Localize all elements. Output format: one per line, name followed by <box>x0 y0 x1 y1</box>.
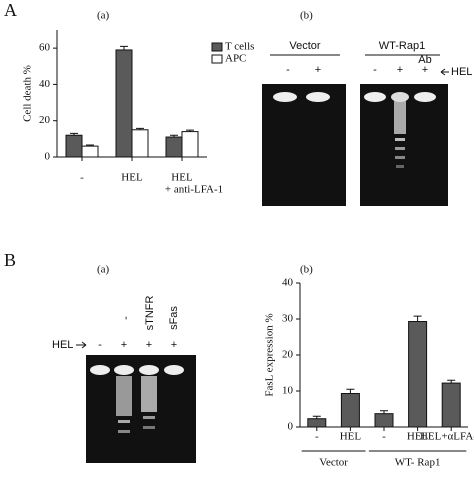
lane-sign: + <box>146 339 152 351</box>
y-tick-label: 40 <box>39 78 51 90</box>
lane-sign: + <box>397 64 403 76</box>
y-axis-label: Cell death % <box>22 65 34 122</box>
antibody-label: Ab <box>418 54 431 66</box>
y-tick-label: 60 <box>39 42 51 54</box>
y-tick-label: 20 <box>282 349 294 361</box>
lane-sign: - <box>98 339 102 351</box>
gel-sublabel: (a) <box>97 264 110 276</box>
bar <box>115 49 133 158</box>
y-tick-label: 20 <box>39 114 51 126</box>
group-label: WT- Rap1 <box>395 457 441 469</box>
bar <box>340 393 360 428</box>
marker-label: HEL <box>52 339 73 351</box>
lane-sign: - <box>286 64 290 76</box>
y-tick-label: 0 <box>288 421 294 433</box>
error-bar <box>380 410 388 414</box>
x-tick-label: - <box>382 431 386 443</box>
x-tick-label: - <box>315 431 319 443</box>
marker-label: HEL <box>451 66 472 78</box>
marker-arrow <box>440 68 449 76</box>
x-tick-label: HEL <box>340 431 362 443</box>
marker-arrow <box>76 341 87 349</box>
bar <box>81 145 99 158</box>
bar <box>374 413 394 428</box>
error-bar <box>312 415 321 419</box>
y-tick-label: 40 <box>282 277 294 289</box>
gel-group: Vector <box>289 40 321 52</box>
error-bar <box>70 132 78 136</box>
panel-label: B <box>4 250 16 270</box>
lane-sign: + <box>315 64 321 76</box>
bar <box>441 382 461 428</box>
x-tick-label: + anti-LFA-1 <box>165 184 223 196</box>
bar <box>181 131 199 158</box>
bar <box>65 134 83 158</box>
y-axis-label: FasL expression % <box>264 313 276 396</box>
gel-sublabel: (b) <box>300 10 313 22</box>
treatment-label: sFas <box>168 306 180 330</box>
gel-group: WT-Rap1 <box>379 40 425 52</box>
error-bar <box>86 144 94 147</box>
lane-sign: + <box>171 339 177 351</box>
bar <box>165 136 183 158</box>
legend-swatch <box>211 42 223 52</box>
error-bar <box>447 379 456 384</box>
gel-image <box>86 355 196 463</box>
panel-label: A <box>4 0 17 20</box>
bar <box>408 321 428 428</box>
y-tick-label: 30 <box>282 313 294 325</box>
treatment-label: sTNFR <box>144 296 156 331</box>
gel-image <box>262 84 448 206</box>
lane-sign: - <box>373 64 377 76</box>
error-bar <box>186 129 194 132</box>
y-tick-label: 0 <box>45 151 51 163</box>
x-tick-label: - <box>80 172 84 184</box>
x-tick-label: HEL <box>407 431 429 443</box>
lane-sign: + <box>121 339 127 351</box>
y-tick-label: 10 <box>282 385 294 397</box>
error-bar <box>136 127 144 130</box>
error-bar <box>170 134 178 138</box>
group-label: Vector <box>319 457 348 469</box>
x-tick-label: HEL <box>121 172 143 184</box>
chart-sublabel: (b) <box>300 264 313 276</box>
bar <box>307 418 327 428</box>
legend-label: T cells <box>225 41 254 53</box>
legend-label: APC <box>225 53 246 65</box>
treatment-label: - <box>120 316 132 320</box>
x-tick-label: HEL+αLFA-1 <box>420 431 474 443</box>
error-bar <box>120 45 128 50</box>
legend-swatch <box>211 54 223 64</box>
chart-sublabel: (a) <box>97 10 110 22</box>
x-tick-label: HEL <box>171 172 193 184</box>
error-bar <box>413 315 422 322</box>
bar <box>131 129 149 158</box>
lane-sign: + <box>422 64 428 76</box>
error-bar <box>346 388 355 394</box>
